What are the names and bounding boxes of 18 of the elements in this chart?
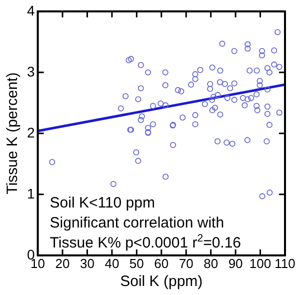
x-tick-label: 110 [274,256,296,271]
annotation: Soil K<110 ppm [50,194,156,212]
x-tick-label: 60 [154,256,169,271]
x-tick-label: 90 [228,256,243,271]
x-axis-title: Soil K (ppm) [120,273,203,290]
annotation: Significant correlation with [50,214,224,232]
y-axis-title: Tissue K (percent) [4,72,22,194]
y-tick-label: 3 [26,63,35,80]
y-tick-label: 4 [26,2,35,18]
x-tick-label: 30 [80,256,94,271]
x-tick-label: 50 [129,256,144,271]
x-tick-label: 80 [204,256,218,271]
x-tick-label: 20 [55,256,70,271]
x-tick-label: 100 [249,256,272,271]
y-tick-label: 1 [26,185,35,202]
y-tick-label: 2 [26,124,35,140]
x-tick-label: 40 [104,256,120,271]
x-tick-label: 70 [178,256,194,271]
